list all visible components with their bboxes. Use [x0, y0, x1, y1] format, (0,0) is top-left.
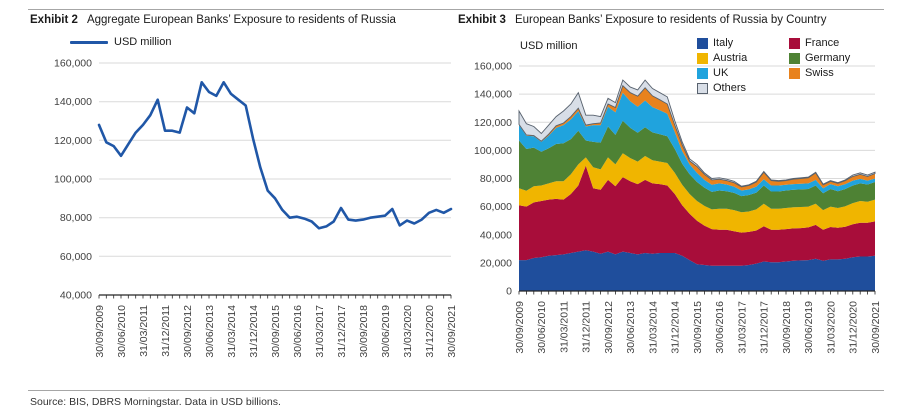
legend-item-austria: Austria — [697, 52, 787, 65]
area-italy — [519, 250, 875, 291]
svg-text:30/06/2016: 30/06/2016 — [292, 305, 304, 358]
svg-text:31/03/2017: 31/03/2017 — [314, 305, 326, 358]
svg-text:30/06/2013: 30/06/2013 — [625, 301, 637, 354]
svg-text:30/06/2013: 30/06/2013 — [204, 305, 216, 358]
svg-text:30/09/2009: 30/09/2009 — [514, 301, 526, 354]
svg-text:30/06/2010: 30/06/2010 — [536, 301, 548, 354]
svg-text:100,000: 100,000 — [474, 145, 512, 157]
svg-text:31/03/2014: 31/03/2014 — [647, 301, 659, 354]
legend-label: Germany — [805, 52, 851, 64]
svg-text:31/12/2017: 31/12/2017 — [336, 305, 348, 358]
line-series-label: USD million — [114, 36, 172, 48]
exhibit2-legend: USD million — [70, 36, 171, 48]
exhibit2-label: Exhibit 2 — [30, 14, 78, 26]
svg-text:30/06/2010: 30/06/2010 — [116, 305, 128, 358]
svg-text:31/12/2014: 31/12/2014 — [248, 305, 260, 358]
x-axis: 30/09/2009 30/06/2010 31/03/2011 31/12/2011… — [94, 294, 458, 358]
germany-swatch — [789, 53, 800, 64]
legend-label: UK — [713, 67, 729, 79]
svg-text:20,000: 20,000 — [480, 257, 512, 269]
area-uk — [519, 92, 875, 197]
svg-text:30/06/2019: 30/06/2019 — [380, 305, 392, 358]
svg-text:30/09/2009: 30/09/2009 — [94, 305, 106, 358]
exhibit2-line-chart: 40,000 60,000 80,000 100,000 120,000 140,000 1… — [54, 58, 458, 358]
area-france — [519, 165, 875, 266]
austria-swatch — [697, 53, 708, 64]
svg-text:80,000: 80,000 — [480, 173, 512, 185]
exhibit3-label: Exhibit 3 — [458, 14, 506, 26]
legend-label: Italy — [713, 37, 734, 49]
svg-text:31/03/2011: 31/03/2011 — [558, 301, 570, 353]
svg-text:31/03/2011: 31/03/2011 — [138, 305, 150, 357]
svg-text:40,000: 40,000 — [480, 229, 512, 241]
exhibit3-legend: Italy France Austria Germany UK Swiss Others — [697, 37, 850, 95]
svg-text:30/09/2012: 30/09/2012 — [603, 301, 615, 354]
svg-text:30/09/2015: 30/09/2015 — [692, 301, 704, 354]
legend-item-france: France — [789, 37, 850, 50]
svg-text:30/09/2021: 30/09/2021 — [870, 301, 882, 354]
x-axis: 30/09/2009 30/06/2010 31/03/2011 31/12/2011… — [514, 290, 882, 354]
legend-item-uk: UK — [697, 67, 787, 80]
line-series-swatch — [70, 40, 108, 44]
bottom-divider — [28, 390, 884, 391]
svg-text:120,000: 120,000 — [54, 135, 92, 147]
svg-text:31/12/2011: 31/12/2011 — [581, 301, 593, 353]
exhibit3-title-row: Exhibit 3 European Banks’ Exposure to re… — [458, 14, 826, 27]
svg-text:120,000: 120,000 — [474, 117, 512, 129]
source-note: Source: BIS, DBRS Morningstar. Data in U… — [30, 396, 281, 408]
legend-label: Austria — [713, 52, 748, 64]
svg-text:31/03/2017: 31/03/2017 — [736, 301, 748, 354]
legend-item-germany: Germany — [789, 52, 850, 65]
legend-label: France — [805, 37, 840, 49]
svg-text:30/09/2012: 30/09/2012 — [182, 305, 194, 358]
uk-swatch — [697, 68, 708, 79]
exhibit3-unit-label: USD million — [520, 40, 578, 52]
svg-text:30/06/2016: 30/06/2016 — [714, 301, 726, 354]
svg-text:100,000: 100,000 — [54, 174, 92, 186]
svg-text:31/12/2020: 31/12/2020 — [424, 305, 436, 358]
france-swatch — [789, 38, 800, 49]
svg-text:140,000: 140,000 — [54, 96, 92, 108]
svg-text:60,000: 60,000 — [60, 251, 92, 263]
area-others — [518, 79, 876, 188]
aggregate-exposure-line — [97, 80, 453, 230]
svg-text:60,000: 60,000 — [480, 201, 512, 213]
grid-and-yaxis: 40,000 60,000 80,000 100,000 120,000 140,000 1… — [54, 58, 451, 302]
svg-text:31/03/2014: 31/03/2014 — [226, 305, 238, 358]
svg-text:0: 0 — [506, 286, 512, 298]
svg-text:31/12/2020: 31/12/2020 — [848, 301, 860, 354]
swiss-swatch — [789, 68, 800, 79]
exhibit2-title: Aggregate European Banks’ Exposure to re… — [86, 14, 396, 26]
area-swiss — [519, 85, 875, 191]
svg-text:31/03/2020: 31/03/2020 — [825, 301, 837, 354]
svg-text:31/12/2017: 31/12/2017 — [759, 301, 771, 354]
exhibit2-title-row: Exhibit 2 Aggregate European Banks’ Expo… — [30, 14, 396, 27]
legend-item-others: Others — [697, 82, 787, 95]
svg-text:30/09/2018: 30/09/2018 — [781, 301, 793, 354]
legend-label: Others — [713, 82, 747, 94]
svg-text:30/09/2015: 30/09/2015 — [270, 305, 282, 358]
svg-text:30/09/2021: 30/09/2021 — [446, 305, 458, 358]
legend-item-italy: Italy — [697, 37, 787, 50]
svg-text:30/09/2018: 30/09/2018 — [358, 305, 370, 358]
svg-text:160,000: 160,000 — [474, 61, 512, 73]
svg-text:31/12/2014: 31/12/2014 — [670, 301, 682, 354]
legend-item-swiss: Swiss — [789, 67, 850, 80]
svg-text:40,000: 40,000 — [60, 290, 92, 302]
svg-text:31/12/2011: 31/12/2011 — [160, 305, 172, 357]
legend-label: Swiss — [805, 67, 834, 79]
area-austria — [519, 153, 875, 233]
exhibit3-stacked-area-chart: 0 20,000 40,000 60,000 80,000 100,000 120,000 1… — [474, 61, 882, 354]
others-swatch — [697, 83, 708, 94]
svg-text:160,000: 160,000 — [54, 58, 92, 70]
area-germany — [519, 120, 875, 213]
italy-swatch — [697, 38, 708, 49]
svg-text:140,000: 140,000 — [474, 89, 512, 101]
exhibit3-title: European Banks’ Exposure to residents of… — [514, 14, 827, 26]
svg-text:30/06/2019: 30/06/2019 — [803, 301, 815, 354]
svg-text:31/03/2020: 31/03/2020 — [402, 305, 414, 358]
top-divider — [28, 9, 884, 10]
svg-text:80,000: 80,000 — [60, 212, 92, 224]
